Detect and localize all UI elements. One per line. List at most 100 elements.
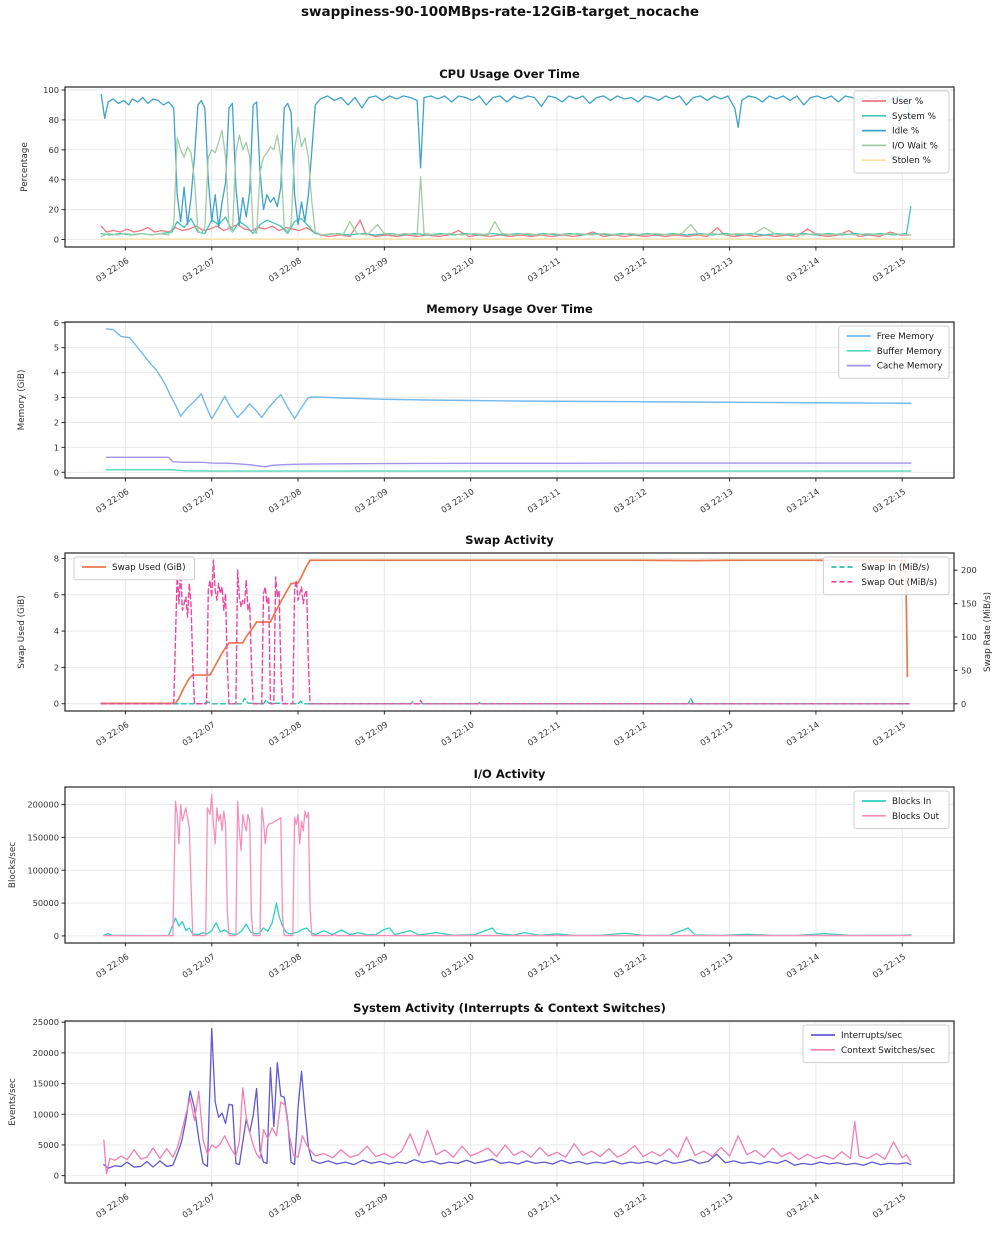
svg-text:60: 60 — [48, 145, 59, 155]
svg-text:03 22:12: 03 22:12 — [612, 255, 649, 284]
svg-text:0: 0 — [54, 699, 59, 709]
svg-text:6: 6 — [54, 318, 59, 328]
svg-text:03 22:08: 03 22:08 — [267, 486, 304, 515]
svg-text:Blocks In: Blocks In — [892, 797, 931, 807]
svg-text:03 22:13: 03 22:13 — [698, 486, 735, 515]
svg-text:Buffer Memory: Buffer Memory — [877, 347, 942, 357]
svg-text:Percentage: Percentage — [20, 142, 30, 192]
svg-text:03 22:10: 03 22:10 — [439, 951, 476, 980]
svg-text:10000: 10000 — [33, 1109, 59, 1119]
svg-text:03 22:14: 03 22:14 — [784, 951, 821, 980]
svg-text:100: 100 — [961, 632, 977, 642]
svg-text:03 22:11: 03 22:11 — [525, 255, 562, 284]
svg-text:6: 6 — [54, 590, 59, 600]
svg-text:Context Switches/sec: Context Switches/sec — [841, 1046, 935, 1056]
svg-text:03 22:15: 03 22:15 — [871, 1191, 908, 1220]
svg-text:03 22:08: 03 22:08 — [267, 719, 304, 748]
svg-text:0: 0 — [54, 1171, 59, 1181]
svg-text:03 22:10: 03 22:10 — [439, 1191, 476, 1220]
svg-text:4: 4 — [54, 368, 59, 378]
svg-text:Stolen %: Stolen % — [892, 156, 931, 166]
svg-text:0: 0 — [961, 699, 966, 709]
svg-text:15000: 15000 — [33, 1079, 59, 1089]
svg-text:2: 2 — [54, 662, 59, 672]
svg-text:Blocks Out: Blocks Out — [892, 812, 940, 822]
svg-text:System Activity (Interrupts &: System Activity (Interrupts & Context Sw… — [353, 1001, 666, 1015]
svg-text:03 22:12: 03 22:12 — [612, 951, 649, 980]
svg-text:100: 100 — [43, 85, 59, 95]
svg-text:Memory Usage Over Time: Memory Usage Over Time — [426, 302, 593, 316]
svg-text:40: 40 — [48, 175, 59, 185]
svg-text:03 22:14: 03 22:14 — [784, 486, 821, 515]
svg-text:20000: 20000 — [33, 1048, 59, 1058]
svg-text:03 22:11: 03 22:11 — [525, 951, 562, 980]
svg-text:100000: 100000 — [27, 865, 59, 875]
svg-text:Interrupts/sec: Interrupts/sec — [841, 1031, 902, 1041]
svg-text:Blocks/sec: Blocks/sec — [8, 842, 18, 888]
svg-text:50000: 50000 — [33, 898, 59, 908]
svg-text:0: 0 — [54, 235, 59, 245]
svg-text:3: 3 — [54, 393, 59, 403]
svg-text:03 22:08: 03 22:08 — [267, 255, 304, 284]
svg-text:CPU Usage Over Time: CPU Usage Over Time — [439, 67, 580, 81]
svg-text:03 22:11: 03 22:11 — [525, 1191, 562, 1220]
svg-text:2: 2 — [54, 417, 59, 427]
svg-text:Swap In (MiB/s): Swap In (MiB/s) — [861, 563, 929, 573]
svg-text:03 22:15: 03 22:15 — [871, 719, 908, 748]
svg-text:User %: User % — [892, 97, 923, 107]
svg-text:8: 8 — [54, 553, 59, 563]
svg-text:03 22:12: 03 22:12 — [612, 486, 649, 515]
svg-text:03 22:08: 03 22:08 — [267, 1191, 304, 1220]
page-title: swappiness-90-100MBps-rate-12GiB-target_… — [301, 4, 699, 20]
svg-text:Memory (GiB): Memory (GiB) — [17, 370, 27, 431]
svg-text:03 22:08: 03 22:08 — [267, 951, 304, 980]
svg-text:03 22:12: 03 22:12 — [612, 719, 649, 748]
svg-text:03 22:10: 03 22:10 — [439, 255, 476, 284]
svg-text:03 22:07: 03 22:07 — [180, 951, 217, 980]
svg-text:0: 0 — [54, 931, 59, 941]
svg-text:03 22:12: 03 22:12 — [612, 1191, 649, 1220]
svg-text:03 22:13: 03 22:13 — [698, 951, 735, 980]
svg-text:Swap Out (MiB/s): Swap Out (MiB/s) — [861, 578, 937, 588]
svg-text:03 22:09: 03 22:09 — [353, 719, 390, 748]
svg-text:03 22:07: 03 22:07 — [180, 719, 217, 748]
svg-text:03 22:07: 03 22:07 — [180, 1191, 217, 1220]
svg-text:Free Memory: Free Memory — [877, 332, 934, 342]
svg-text:03 22:06: 03 22:06 — [94, 486, 131, 515]
svg-text:0: 0 — [54, 467, 59, 477]
svg-text:03 22:09: 03 22:09 — [353, 951, 390, 980]
svg-text:20: 20 — [48, 205, 59, 215]
svg-text:03 22:15: 03 22:15 — [871, 951, 908, 980]
svg-text:1: 1 — [54, 442, 59, 452]
svg-text:Swap Activity: Swap Activity — [465, 533, 554, 547]
svg-text:03 22:13: 03 22:13 — [698, 255, 735, 284]
svg-text:50: 50 — [961, 665, 972, 675]
svg-text:System %: System % — [892, 112, 936, 122]
memory-usage-chart: 03 22:06 03 22:07 03 22:08 03 22:09 03 22:10… — [17, 302, 955, 515]
svg-text:03 22:07: 03 22:07 — [180, 255, 217, 284]
svg-text:Cache Memory: Cache Memory — [877, 362, 943, 372]
svg-text:03 22:14: 03 22:14 — [784, 719, 821, 748]
svg-text:Idle %: Idle % — [892, 127, 919, 137]
svg-text:I/O Wait %: I/O Wait % — [892, 141, 938, 151]
svg-text:03 22:09: 03 22:09 — [353, 1191, 390, 1220]
svg-text:Swap Rate (MiB/s): Swap Rate (MiB/s) — [983, 592, 993, 672]
svg-text:03 22:10: 03 22:10 — [439, 486, 476, 515]
cpu-usage-chart: 03 22:06 03 22:07 03 22:08 03 22:09 03 22:10… — [20, 67, 955, 284]
svg-text:03 22:13: 03 22:13 — [698, 719, 735, 748]
svg-text:Swap Used (GiB): Swap Used (GiB) — [17, 595, 27, 669]
swap-activity-chart: 03 22:06 03 22:07 03 22:08 03 22:09 03 22:10… — [17, 533, 993, 748]
svg-text:03 22:11: 03 22:11 — [525, 486, 562, 515]
svg-text:80: 80 — [48, 115, 59, 125]
svg-text:03 22:09: 03 22:09 — [353, 255, 390, 284]
svg-text:150000: 150000 — [27, 832, 59, 842]
svg-text:4: 4 — [54, 626, 59, 636]
svg-text:03 22:09: 03 22:09 — [353, 486, 390, 515]
svg-text:03 22:15: 03 22:15 — [871, 255, 908, 284]
svg-text:03 22:11: 03 22:11 — [525, 719, 562, 748]
svg-text:200: 200 — [961, 565, 977, 575]
svg-text:03 22:06: 03 22:06 — [94, 1191, 131, 1220]
svg-text:03 22:14: 03 22:14 — [784, 255, 821, 284]
svg-text:03 22:06: 03 22:06 — [94, 719, 131, 748]
